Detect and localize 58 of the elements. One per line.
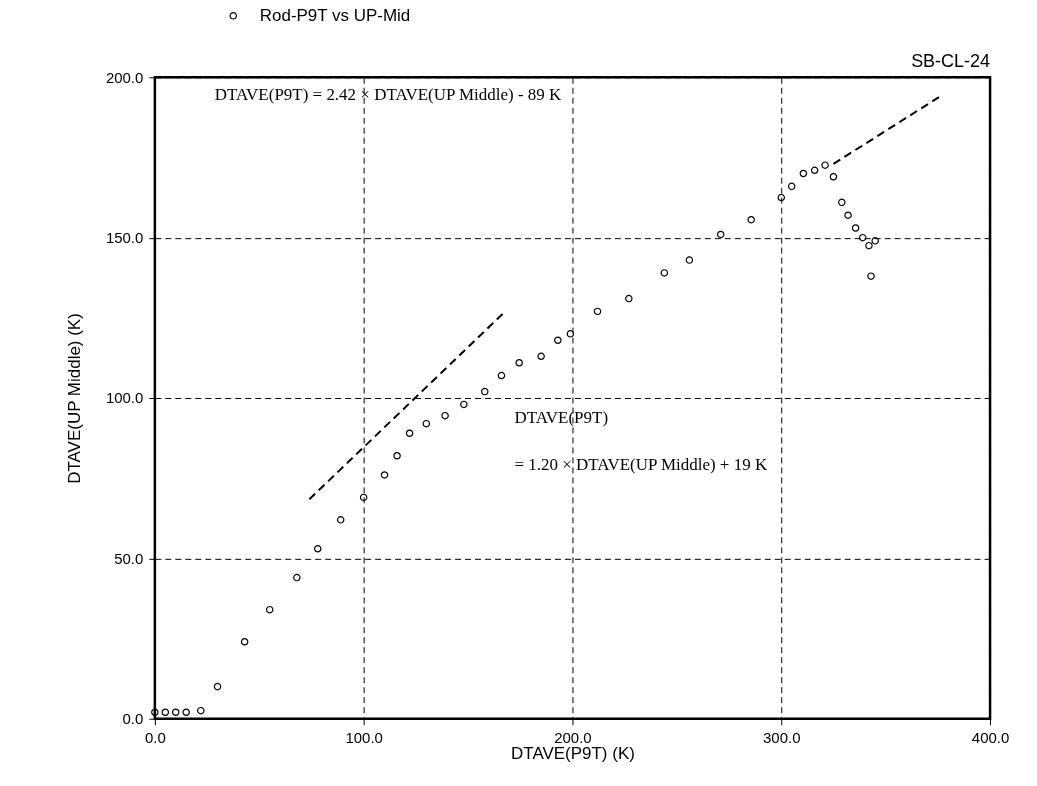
point	[497, 371, 506, 380]
point	[799, 169, 808, 178]
point	[554, 336, 562, 345]
point	[660, 269, 669, 277]
point	[405, 429, 414, 438]
point	[851, 224, 860, 232]
point	[460, 400, 468, 409]
point	[480, 387, 489, 396]
y-axis-title: DTAVE(UP Middle) (K)	[64, 313, 84, 484]
point	[515, 358, 523, 367]
x-tick-label: 400.0	[971, 729, 1010, 747]
x-axis-title: DTAVE(P9T) (K)	[511, 744, 635, 764]
point	[197, 706, 205, 715]
point	[821, 161, 829, 169]
y-tick-label: 100.0	[105, 389, 144, 407]
point	[336, 516, 345, 524]
point	[867, 272, 875, 280]
point	[313, 544, 322, 553]
point	[838, 198, 846, 207]
y-tick-label: 0.0	[122, 710, 144, 728]
point	[716, 230, 725, 239]
point	[865, 241, 873, 250]
point	[685, 256, 694, 264]
point	[858, 233, 867, 242]
point	[293, 573, 301, 582]
point	[422, 419, 431, 428]
point	[537, 352, 545, 361]
chart-subtitle: SB-CL-24	[911, 51, 991, 72]
point	[566, 330, 575, 338]
point	[213, 682, 222, 691]
point	[810, 166, 819, 175]
point	[380, 471, 389, 479]
annotation: DTAVE(P9T) = 2.42 × DTAVE(UP Middle) - 89 K	[214, 85, 563, 105]
x-tick-label: 100.0	[345, 729, 383, 747]
text: DTAVE(P9T) = 1.20 × DTAVE(UP Middle) + 19 K	[514, 407, 768, 474]
point	[359, 493, 368, 502]
point	[161, 708, 170, 717]
point	[787, 182, 796, 191]
point	[844, 211, 852, 219]
point	[441, 411, 449, 420]
point	[777, 193, 786, 202]
y-tick-label: 200.0	[105, 68, 144, 86]
point	[265, 605, 274, 614]
point	[625, 294, 633, 303]
point	[182, 708, 190, 717]
y-tick-label: 50.0	[114, 549, 144, 567]
point	[240, 637, 249, 646]
x-tick-label: 0.0	[144, 729, 166, 747]
y-tick-label: 150.0	[105, 229, 144, 247]
point	[393, 451, 401, 460]
x-tick-label: 300.0	[763, 729, 801, 747]
point	[171, 708, 180, 717]
x-tick-label: 200.0	[554, 729, 592, 747]
point	[871, 237, 879, 245]
point	[829, 172, 838, 181]
point	[593, 307, 602, 316]
legend-label: Rod-P9T vs UP-Mid	[259, 5, 411, 25]
point	[747, 215, 755, 224]
